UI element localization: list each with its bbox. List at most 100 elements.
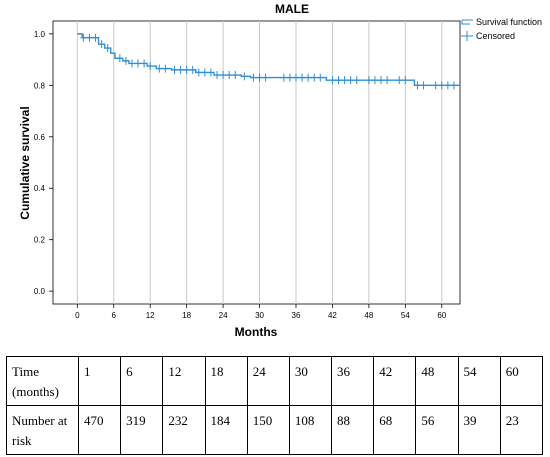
censored-mark [371,76,378,85]
y-tick-label: 0.4 [34,184,46,193]
censored-mark [384,76,391,85]
censored-mark [256,73,263,82]
x-tick-label: 30 [255,311,264,320]
table-cell: 232 [162,405,206,455]
x-tick-label: 48 [364,311,373,320]
axis-ticks: 0 6 12 18 24 30 36 42 48 54 60 0.0 0.2 0.4 0.6 0.8 1.0 [34,30,447,320]
table-cell: 30 [288,356,333,406]
censored-mark [420,81,427,90]
plot-frame [52,20,461,305]
censored-mark [177,65,184,74]
censored-mark [147,62,154,71]
legend: Survival function Censored [461,17,542,41]
censored-mark [317,73,324,82]
censored-mark [122,56,129,65]
legend-censored-label: Censored [476,31,515,41]
censored-mark [141,59,148,68]
censored-mark [286,73,293,82]
table-cell: 48 [415,356,459,406]
x-tick-label: 12 [146,311,155,320]
y-tick-label: 0.0 [34,287,46,296]
censored-mark [195,68,202,77]
time-row: Time (months) 1 6 12 18 24 30 36 42 48 54 60 [6,356,544,406]
censored-mark [414,81,421,90]
censored-mark [226,71,233,80]
row-header-cell: Time (months) [6,356,79,406]
table-cell: 56 [415,405,459,455]
censored-mark [329,76,336,85]
table-cell: 39 [457,405,501,455]
table-cell: 24 [246,356,290,406]
censored-mark [299,73,306,82]
x-tick-label: 42 [328,311,337,320]
censored-mark [378,76,385,85]
table-cell: 88 [331,405,375,455]
legend-censored-swatch [461,31,473,41]
censored-mark [183,65,190,74]
censored-mark [98,40,105,49]
censored-mark [207,68,214,77]
censored-mark [444,81,451,90]
censored-mark [92,33,99,42]
censored-mark [262,73,269,82]
censored-mark [80,33,87,42]
censored-mark [438,81,445,90]
censored-mark [402,76,409,85]
censored-mark [432,81,439,90]
chart-title: MALE [275,2,309,16]
censored-mark [280,73,287,82]
table-cell: 184 [204,405,248,455]
survival-chart: MALE 0 6 12 18 24 30 36 42 48 54 60 0.0 0.2 0.4 0.6 0.8… [18,2,542,339]
censored-mark [220,71,227,80]
x-axis-title: Months [235,325,278,339]
censored-marks [80,33,457,90]
censored-mark [104,44,111,53]
censored-mark [135,59,142,68]
table-cell: 42 [373,356,417,406]
legend-survival-label: Survival function [476,17,542,27]
row-header-cell: Number at risk [6,405,79,455]
y-axis-title: Cumulative survival [18,106,32,219]
censored-mark [341,76,348,85]
table-cell: 12 [162,356,206,406]
censored-mark [156,64,163,73]
y-tick-label: 1.0 [34,30,46,39]
table-cell: 108 [288,405,333,455]
table-cell: 6 [120,356,164,406]
censored-mark [335,76,342,85]
censored-mark [214,71,221,80]
censored-mark [241,72,248,81]
legend-survival-swatch [461,19,473,25]
table-cell: 60 [499,356,544,406]
censored-mark [353,76,360,85]
at-risk-row: Number at risk 470 319 232 184 150 108 88 68 56 39… [6,405,544,455]
censored-mark [450,81,457,90]
x-tick-label: 54 [401,311,410,320]
censored-mark [116,54,123,63]
censored-mark [201,68,208,77]
table-cell: 150 [246,405,290,455]
censored-mark [189,65,196,74]
x-tick-label: 60 [437,311,446,320]
censored-mark [365,76,372,85]
y-tick-label: 0.6 [34,133,46,142]
x-tick-label: 24 [219,311,228,320]
number-at-risk-table: Time (months) 1 6 12 18 24 30 36 42 48 54 60 Number … [6,356,544,455]
censored-mark [396,76,403,85]
censored-mark [311,73,318,82]
table-cell: 36 [331,356,375,406]
censored-mark [305,73,312,82]
censored-mark [232,71,239,80]
x-tick-label: 0 [75,311,80,320]
censored-mark [292,73,299,82]
x-tick-label: 18 [182,311,191,320]
censored-mark [86,33,93,42]
x-tick-label: 36 [292,311,301,320]
censored-mark [171,65,178,74]
y-tick-label: 0.2 [34,236,46,245]
censored-mark [128,59,135,68]
table-cell: 23 [499,405,544,455]
y-tick-label: 0.8 [34,81,46,90]
x-tick-label: 6 [112,311,117,320]
table-cell: 18 [204,356,248,406]
